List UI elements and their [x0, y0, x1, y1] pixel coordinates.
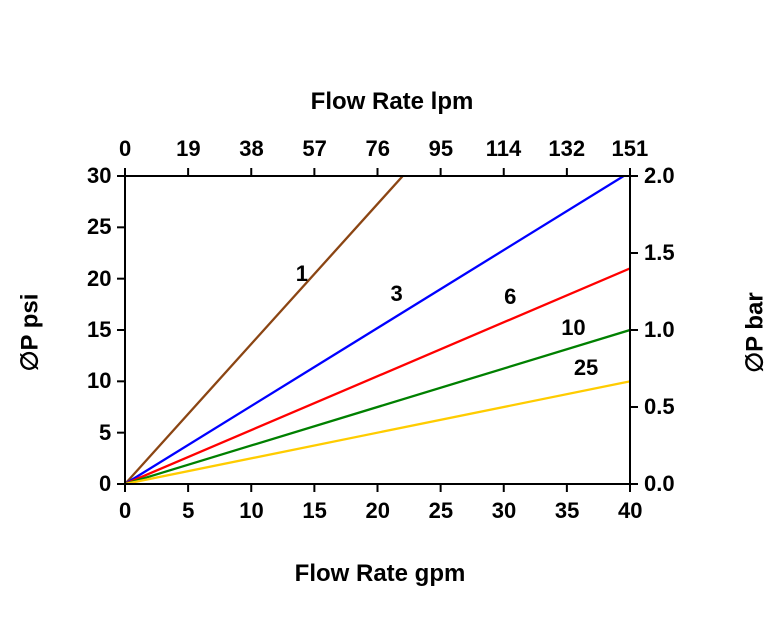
series-line-6 [125, 268, 630, 484]
yl-tick-20: 20 [87, 266, 111, 292]
series-label-3: 3 [390, 281, 402, 307]
yr-tick-0.5: 0.5 [644, 394, 675, 420]
xb-tick-35: 35 [555, 498, 579, 524]
yl-tick-5: 5 [99, 420, 111, 446]
series-line-1 [125, 176, 403, 484]
xt-tick-151: 151 [612, 136, 649, 162]
xt-tick-19: 19 [176, 136, 200, 162]
yl-tick-0: 0 [99, 471, 111, 497]
series-line-3 [125, 176, 624, 484]
xt-tick-57: 57 [302, 136, 326, 162]
xb-tick-40: 40 [618, 498, 642, 524]
series-line-10 [125, 330, 630, 484]
pressure-drop-chart: { "chart": { "type": "line", "background… [0, 0, 784, 642]
yl-tick-25: 25 [87, 214, 111, 240]
yl-tick-10: 10 [87, 368, 111, 394]
xt-tick-76: 76 [366, 136, 390, 162]
yl-tick-30: 30 [87, 163, 111, 189]
xb-tick-15: 15 [302, 498, 326, 524]
series-line-25 [125, 381, 630, 484]
xt-tick-0: 0 [119, 136, 131, 162]
xt-tick-114: 114 [486, 136, 522, 162]
series-label-10: 10 [561, 315, 585, 341]
xt-tick-95: 95 [429, 136, 453, 162]
series-label-25: 25 [574, 355, 598, 381]
xb-tick-5: 5 [182, 498, 194, 524]
xt-tick-38: 38 [239, 136, 263, 162]
yl-tick-15: 15 [87, 317, 111, 343]
xb-tick-10: 10 [239, 498, 263, 524]
xb-tick-25: 25 [429, 498, 453, 524]
xt-tick-132: 132 [548, 136, 585, 162]
yr-tick-2.0: 2.0 [644, 163, 675, 189]
yr-tick-1.5: 1.5 [644, 240, 675, 266]
yr-tick-1.0: 1.0 [644, 317, 675, 343]
xb-tick-30: 30 [492, 498, 516, 524]
yr-tick-0.0: 0.0 [644, 471, 675, 497]
series-label-1: 1 [296, 261, 308, 287]
series-label-6: 6 [504, 284, 516, 310]
xb-tick-20: 20 [366, 498, 390, 524]
xb-tick-0: 0 [119, 498, 131, 524]
